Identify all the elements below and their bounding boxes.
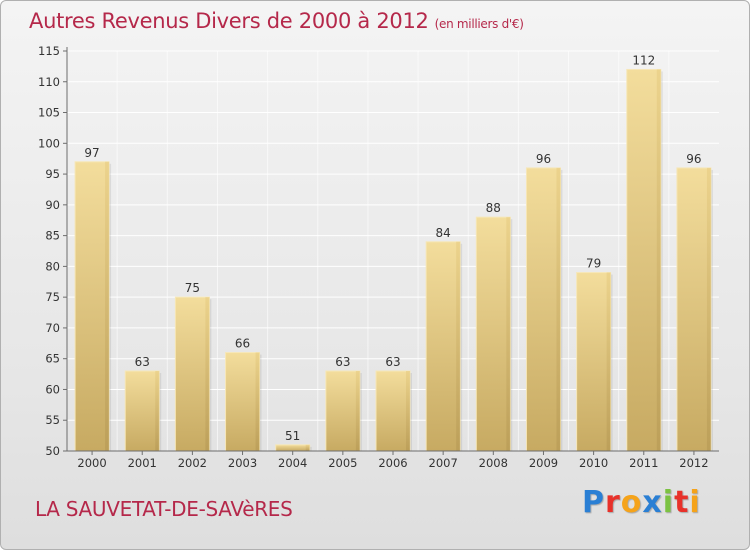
y-tick-label: 80 [45, 259, 60, 273]
y-tick-label: 60 [45, 382, 60, 396]
bar-2009 [525, 167, 561, 452]
y-tick-label: 50 [45, 444, 60, 458]
bar-edge [205, 297, 210, 451]
x-tick-label: 2011 [629, 456, 658, 470]
data-label: 88 [486, 201, 501, 215]
data-label: 75 [185, 281, 200, 295]
x-tick-label: 2000 [77, 456, 106, 470]
data-label: 63 [385, 355, 400, 369]
bar-edge [406, 371, 410, 451]
bar-2012 [676, 167, 712, 452]
logo-letter: i [689, 485, 701, 520]
y-tick-label: 55 [45, 413, 60, 427]
data-label: 63 [135, 355, 150, 369]
bar-2011 [626, 68, 662, 452]
y-tick-label: 70 [45, 321, 60, 335]
x-tick-label: 2008 [479, 456, 508, 470]
bar-2003 [225, 352, 261, 452]
bar-2004 [275, 444, 311, 452]
bar-2007 [425, 241, 461, 452]
bar-edge [456, 241, 461, 451]
x-tick-label: 2006 [378, 456, 407, 470]
bar-edge [255, 352, 260, 451]
y-tick-label: 75 [45, 290, 60, 304]
bar-2000 [74, 161, 110, 452]
y-tick-label: 95 [45, 167, 60, 181]
bar-edge [305, 444, 310, 451]
axes: 50 55 60 65 70 75 80 85 90 95 100 105 110 115 2000 2001… [38, 44, 719, 470]
x-tick-label: 2009 [529, 456, 558, 470]
chart-title: Autres Revenus Divers de 2000 à 2012 (en … [29, 9, 524, 33]
data-label: 51 [285, 429, 300, 443]
x-tick-label: 2004 [278, 456, 307, 470]
chart-subtitle: (en milliers d'€) [434, 17, 524, 31]
bars: 97 63 75 66 51 63 63 84 88 96 79 112 96 [74, 53, 713, 452]
y-tick-label: 90 [45, 198, 60, 212]
bar-2001 [124, 370, 160, 452]
chart-title-text: Autres Revenus Divers de 2000 à 2012 [29, 9, 429, 33]
x-tick-label: 2012 [679, 456, 708, 470]
bar-2010 [576, 272, 612, 452]
x-tick-label: 2010 [579, 456, 608, 470]
x-tick-label: 2003 [228, 456, 257, 470]
data-label: 96 [686, 152, 701, 166]
logo-letter: o [620, 485, 643, 520]
y-tick-label: 105 [38, 106, 60, 120]
proxiti-logo[interactable]: Proxiti [582, 485, 701, 520]
place-name: LA SAUVETAT-DE-SAVèRES [35, 497, 293, 521]
data-label: 84 [436, 226, 451, 240]
bar-2005 [325, 370, 361, 452]
bar-edge [606, 272, 611, 451]
data-label: 97 [84, 146, 99, 160]
bar-edge [656, 69, 661, 451]
logo-letter: x [642, 485, 663, 520]
bar-edge [355, 371, 360, 451]
data-label: 66 [235, 337, 250, 351]
y-tick-label: 115 [38, 44, 60, 58]
bar-edge [506, 217, 511, 451]
bar-edge [105, 161, 110, 451]
bar-2006 [375, 370, 411, 452]
logo-letter: r [605, 485, 621, 520]
y-tick-label: 110 [38, 75, 60, 89]
data-label: 112 [632, 53, 655, 67]
x-tick-label: 2002 [178, 456, 207, 470]
logo-letter: i [662, 485, 675, 520]
bar-edge [706, 167, 711, 451]
x-tick-label: 2001 [128, 456, 157, 470]
y-tick-label: 65 [45, 352, 60, 366]
bar-edge [556, 167, 561, 451]
x-tick-label: 2007 [429, 456, 458, 470]
data-label: 79 [586, 257, 601, 271]
y-tick-label: 100 [38, 136, 60, 150]
bar-2002 [174, 296, 210, 452]
bar-edge [155, 371, 160, 451]
x-tick-label: 2005 [328, 456, 357, 470]
logo-letter: t [674, 485, 690, 520]
data-label: 63 [335, 355, 350, 369]
bar-2008 [475, 216, 511, 452]
data-label: 96 [536, 152, 551, 166]
logo-letter: P [582, 485, 605, 520]
y-tick-label: 85 [45, 229, 60, 243]
